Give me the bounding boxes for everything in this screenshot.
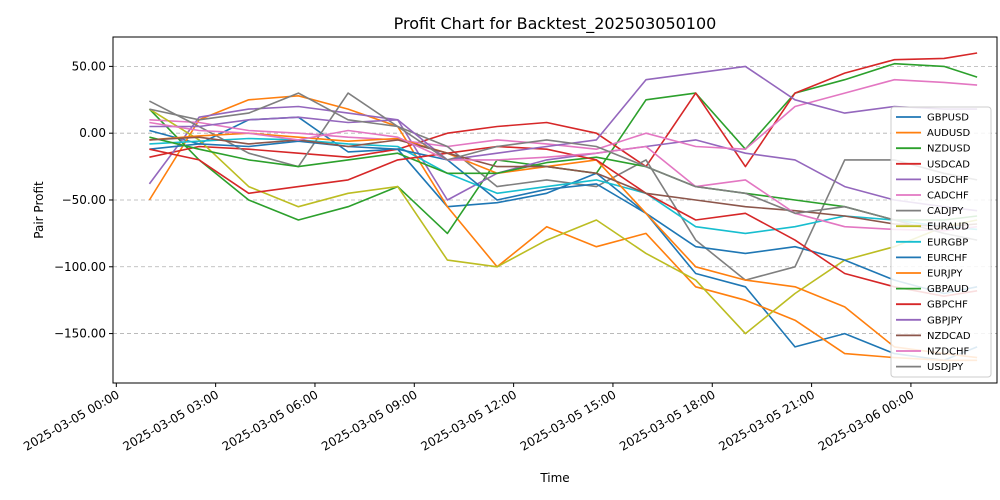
legend-label: USDCHF	[927, 175, 969, 186]
legend-label: AUDUSD	[927, 128, 971, 139]
series-line-eurjpy	[149, 132, 978, 359]
legend-label: GBPUSD	[927, 113, 969, 124]
plot-frame	[112, 36, 998, 384]
series-line-eurchf	[149, 140, 978, 295]
y-tick-label: −50.00	[62, 193, 106, 207]
legend-label: CADCHF	[927, 191, 969, 202]
y-axis-label: Pair Profit	[32, 181, 46, 239]
legend-label: NZDCAD	[927, 331, 971, 342]
series-line-nzdchf	[149, 121, 978, 232]
legend-label: EURCHF	[927, 253, 968, 264]
legend-label: EURJPY	[927, 269, 963, 280]
legend-label: GBPAUD	[927, 284, 969, 295]
legend-box	[890, 106, 992, 378]
y-tick-label: −100.00	[54, 260, 106, 274]
legend-label: EURAUD	[927, 222, 969, 233]
series-line-usdjpy	[149, 92, 978, 241]
series-line-usdcad	[149, 52, 978, 168]
legend-label: EURGBP	[927, 237, 968, 248]
y-tick-label: 0.00	[79, 126, 106, 140]
series-line-cadchf	[149, 78, 978, 150]
y-axis-ticks: 50.00 0.00 −50.00 −100.00 −150.00	[54, 59, 113, 341]
series-line-euraud	[148, 108, 978, 335]
series-line-usdchf	[148, 105, 978, 212]
y-tick-label: −150.00	[54, 327, 106, 341]
series-lines	[148, 52, 978, 362]
legend-label: USDCAD	[927, 159, 970, 170]
y-tick-label: 50.00	[72, 59, 106, 73]
legend-label: NZDUSD	[927, 144, 971, 155]
legend: GBPUSD AUDUSD NZDUSD USDCAD USDCHF CADCHF CADJ…	[890, 106, 992, 378]
legend-label: NZDCHF	[927, 347, 970, 358]
legend-label: CADJPY	[927, 206, 964, 217]
x-axis-label: Time	[539, 471, 569, 485]
legend-label: USDJPY	[927, 362, 964, 373]
chart-title: Profit Chart for Backtest_202503050100	[394, 14, 717, 34]
legend-label: GBPJPY	[927, 315, 963, 326]
legend-label: GBPCHF	[927, 300, 968, 311]
series-line-nzdcad	[149, 136, 978, 228]
y-grid-lines	[113, 65, 997, 334]
